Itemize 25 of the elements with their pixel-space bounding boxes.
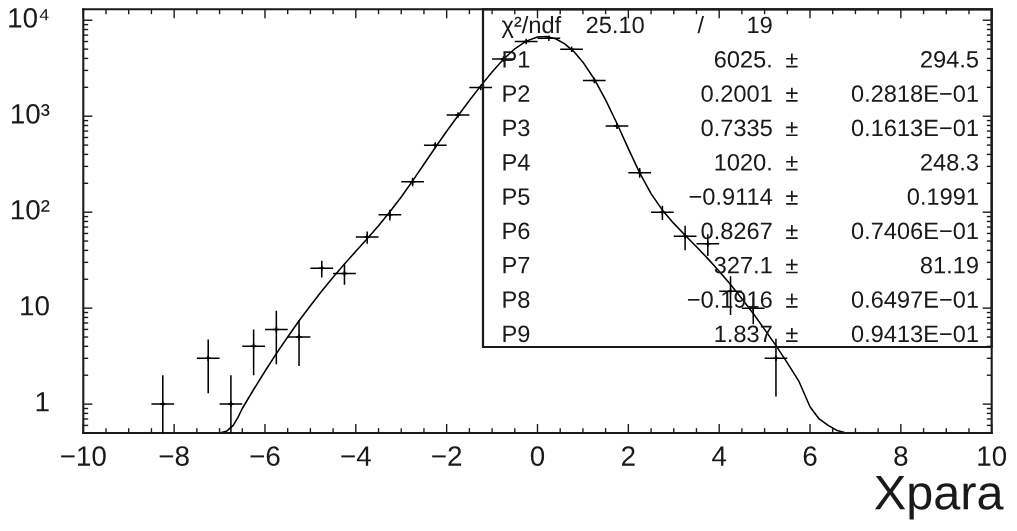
x-axis-title: Xpara bbox=[874, 475, 1004, 520]
x-tick-label: 8 bbox=[894, 446, 908, 466]
x-tick-label: 4 bbox=[712, 446, 727, 466]
text: P3 0.7335 ± 0.1613E−01 bbox=[503, 119, 978, 137]
text: P7 327.1 ± 81.19 bbox=[503, 256, 978, 274]
y-tick-label: 10³ bbox=[11, 103, 50, 124]
y-tick-label: 10² bbox=[11, 199, 50, 220]
x-tick-label: 6 bbox=[803, 446, 817, 466]
text: P5 −0.9114 ± 0.1991 bbox=[503, 188, 978, 205]
x-tick-label: −2 bbox=[432, 446, 462, 466]
x-tick-label: 10 bbox=[978, 446, 1007, 466]
text: P1 6025. ± 294.5 bbox=[503, 50, 978, 68]
y-tick-label: 10⁴ bbox=[9, 8, 49, 28]
x-tick-label: −4 bbox=[341, 446, 371, 466]
y-tick-label: 10 bbox=[21, 295, 49, 316]
x-tick-label: 2 bbox=[622, 446, 635, 466]
x-tick-label: −6 bbox=[250, 446, 280, 466]
x-tick-label: 0 bbox=[530, 446, 545, 466]
y-tick-label: 1 bbox=[36, 392, 49, 412]
text: χ²/ndf 25.10 / 19 bbox=[501, 16, 772, 38]
x-tick-label: −8 bbox=[159, 446, 189, 466]
text: P2 0.2001 ± 0.2818E−01 bbox=[503, 85, 978, 102]
text: P6 0.8267 ± 0.7406E−01 bbox=[503, 222, 978, 240]
x-tick-label: −10 bbox=[61, 446, 106, 466]
text: P4 1020. ± 248.3 bbox=[503, 153, 978, 171]
